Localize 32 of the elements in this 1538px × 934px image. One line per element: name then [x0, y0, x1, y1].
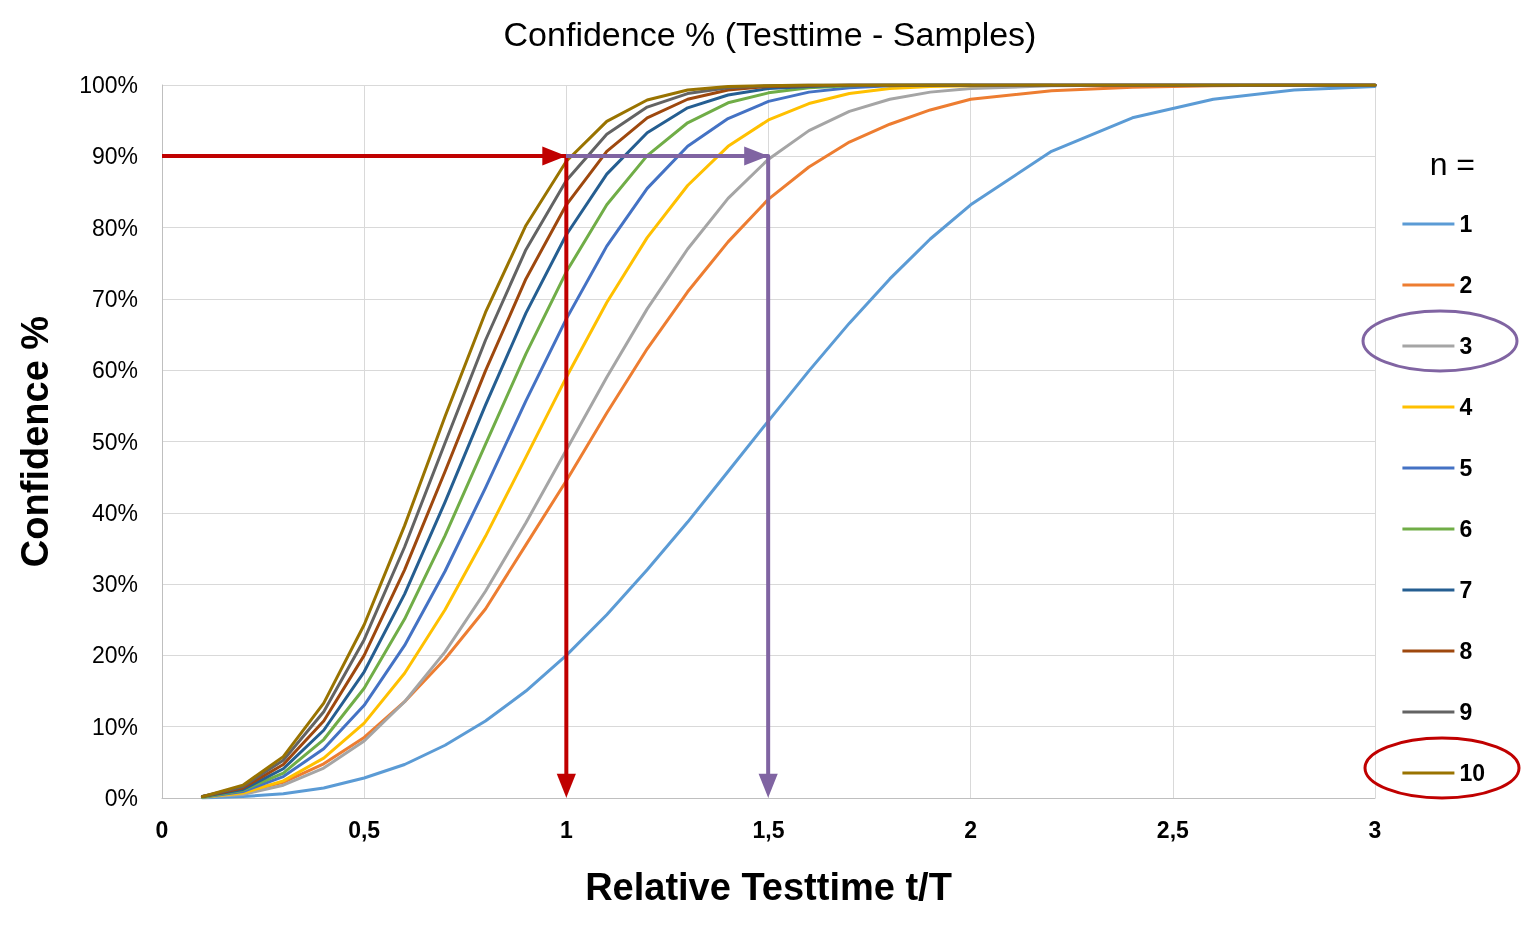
x-tick-label: 1,5	[752, 816, 785, 843]
x-tick-label: 0	[155, 816, 169, 843]
y-tick-label: 90%	[91, 143, 138, 170]
y-tick-label: 70%	[91, 285, 138, 312]
y-tick-label: 100%	[79, 72, 138, 98]
y-tick-label: 30%	[91, 571, 138, 598]
y-tick-label: 80%	[91, 214, 138, 241]
x-tick-label: 3	[1368, 816, 1382, 843]
y-tick-label: 20%	[91, 642, 138, 669]
chart-title: Confidence % (Testtime - Samples)	[503, 15, 1037, 53]
legend-label: 7	[1459, 577, 1473, 603]
legend-label: 8	[1459, 638, 1473, 664]
legend-label: 2	[1459, 272, 1473, 298]
legend-label: 10	[1459, 760, 1486, 786]
y-tick-label: 40%	[91, 499, 138, 526]
x-tick-label: 1	[559, 816, 573, 843]
y-tick-label: 0%	[104, 785, 138, 811]
x-tick-label: 2	[964, 816, 978, 843]
y-tick-label: 60%	[91, 357, 138, 384]
legend-label: 4	[1459, 394, 1473, 420]
legend-label: 6	[1459, 516, 1473, 542]
y-axis-title: Confidence %	[14, 315, 56, 568]
legend-label: 1	[1459, 211, 1473, 237]
x-axis-title: Relative Testtime t/T	[585, 866, 952, 908]
legend-title: n =	[1429, 146, 1475, 182]
legend-label: 3	[1459, 333, 1473, 359]
y-tick-label: 10%	[91, 713, 138, 740]
y-tick-label: 50%	[91, 428, 138, 455]
legend-label: 5	[1459, 455, 1473, 481]
legend-label: 9	[1459, 699, 1473, 725]
x-tick-label: 0,5	[348, 816, 381, 843]
x-tick-label: 2,5	[1156, 816, 1190, 843]
